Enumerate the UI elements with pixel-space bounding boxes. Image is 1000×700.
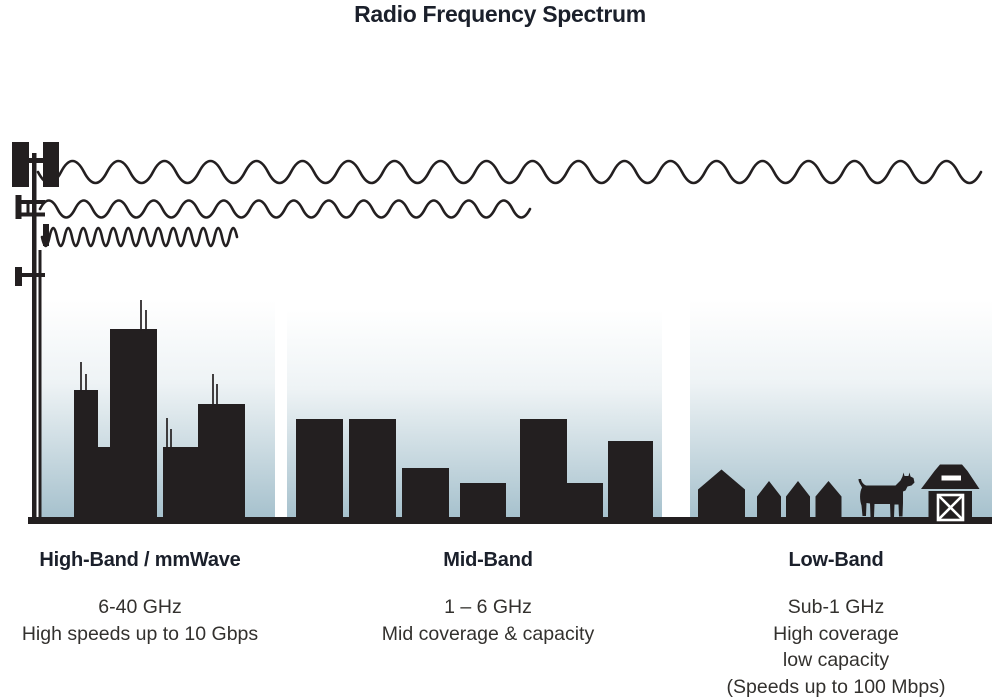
antenna-panel-mid [15, 195, 22, 219]
barn-loft-window [941, 475, 961, 481]
band-speed: (Speeds up to 100 Mbps) [726, 675, 946, 698]
band-description-mid: 1 – 6 GHz Mid coverage & capacity [356, 594, 620, 647]
tower-mast-secondary [38, 250, 42, 517]
house-icon [786, 481, 810, 520]
house-icon [698, 469, 745, 520]
antenna-panel-left [12, 142, 29, 187]
rooftop-antennas [80, 300, 218, 449]
house-icon [757, 481, 781, 520]
city-skyline-silhouette [74, 300, 245, 520]
page-title: Radio Frequency Spectrum [354, 1, 646, 27]
band-capacity: low capacity [782, 649, 890, 671]
band-description-high: 6-40 GHz High speeds up to 10 Gbps [8, 594, 272, 647]
rural-scene-silhouette [698, 464, 980, 522]
antenna-bracket-mid-stub [26, 200, 30, 216]
band-frequency: 1 – 6 GHz [444, 596, 532, 618]
mid-band-wave [38, 199, 532, 219]
barn-door-frame [936, 493, 965, 522]
band-coverage: Mid coverage & capacity [381, 622, 595, 645]
radio-waves [36, 159, 983, 248]
spectrum-diagram [12, 142, 992, 524]
antenna-panel-mid-right [43, 224, 49, 246]
tower-mast [32, 153, 37, 517]
band-coverage: High coverage [773, 622, 899, 645]
band-name-high: High-Band / mmWave [39, 549, 241, 571]
antenna-panel-low [15, 267, 22, 286]
antenna-bracket-mid-upper [21, 200, 45, 204]
antenna-panel-right [43, 142, 59, 187]
barn-door-cross [938, 495, 963, 520]
band-name-mid: Mid-Band [443, 549, 533, 571]
antenna-bracket-low [22, 273, 45, 277]
cow-icon [858, 472, 915, 518]
band-speed: High speeds up to 10 Gbps [21, 622, 259, 645]
low-band-wave [36, 159, 983, 185]
band-frequency: 6-40 GHz [98, 596, 182, 618]
house-icon [815, 481, 842, 520]
high-band-wave [40, 226, 239, 248]
cell-tower-illustration [12, 142, 59, 517]
ground-line [28, 517, 992, 524]
band-description-low: Sub-1 GHz High coverage low capacity (Sp… [704, 594, 968, 700]
antenna-crossbar-top [29, 158, 43, 163]
band-name-low: Low-Band [788, 549, 884, 571]
band-frequency: Sub-1 GHz [787, 596, 885, 618]
midband-skyline-silhouette [296, 419, 653, 520]
barn-icon [921, 464, 980, 522]
antenna-bracket-mid-lower [21, 212, 45, 217]
